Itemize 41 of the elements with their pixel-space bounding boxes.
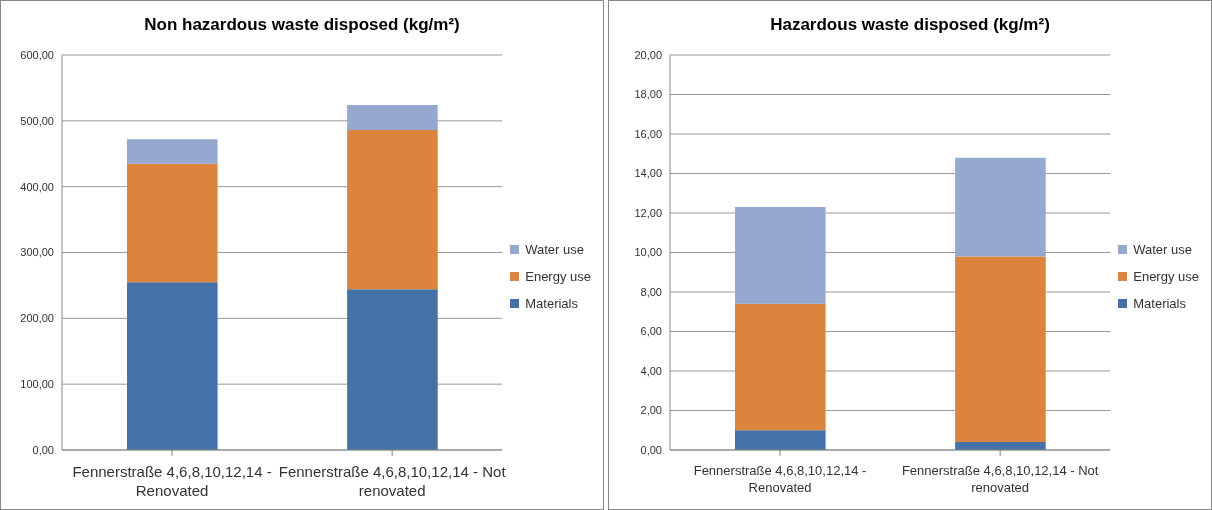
y-tick-label: 8,00	[640, 285, 662, 298]
bar	[347, 289, 438, 450]
y-tick-label: 2,00	[640, 404, 662, 417]
bar	[735, 303, 826, 431]
bar	[955, 157, 1046, 257]
y-tick-label: 200,00	[20, 312, 54, 325]
x-tick-label: Fennerstraße 4,6,8,10,12,14 - Not renovated	[278, 462, 507, 499]
y-tick-label: 6,00	[640, 325, 662, 338]
y-tick-label: 100,00	[20, 378, 54, 391]
bar	[347, 130, 438, 290]
chart-title: Hazardous waste disposed (kg/m²)	[769, 14, 1051, 36]
bar	[127, 163, 218, 283]
y-tick-label: 4,00	[640, 364, 662, 377]
x-tick-label: Fennerstraße 4,6,8,10,12,14 - Renovated	[693, 463, 867, 496]
bar	[127, 139, 218, 164]
y-tick-label: 14,00	[634, 167, 662, 180]
legend-label: Energy use	[525, 268, 591, 284]
y-tick-label: 20,00	[634, 48, 662, 61]
chart-title: Non hazardous waste disposed (kg/m²)	[143, 14, 461, 36]
x-tick-label: Fennerstraße 4,6,8,10,12,14 - Not renovated	[901, 463, 1099, 496]
legend-label: Water use	[1133, 241, 1192, 257]
y-tick-label: 0,00	[640, 443, 662, 456]
legend-label: Materials	[525, 295, 578, 311]
bar	[347, 105, 438, 131]
y-tick-label: 300,00	[20, 246, 54, 259]
bar	[735, 430, 826, 450]
bar	[735, 207, 826, 304]
y-tick-label: 12,00	[634, 206, 662, 219]
legend-label: Water use	[525, 241, 584, 257]
y-tick-label: 10,00	[634, 246, 662, 259]
bar	[955, 256, 1046, 443]
legend-label: Energy use	[1133, 268, 1199, 284]
y-tick-label: 16,00	[634, 127, 662, 140]
x-tick-label: Fennerstraße 4,6,8,10,12,14 - Renovated	[72, 462, 272, 499]
y-tick-label: 600,00	[20, 48, 54, 61]
y-tick-label: 400,00	[20, 180, 54, 193]
y-tick-label: 0,00	[32, 443, 54, 456]
bar	[127, 282, 218, 450]
y-tick-label: 500,00	[20, 114, 54, 127]
legend-label: Materials	[1133, 295, 1186, 311]
y-tick-label: 18,00	[634, 88, 662, 101]
